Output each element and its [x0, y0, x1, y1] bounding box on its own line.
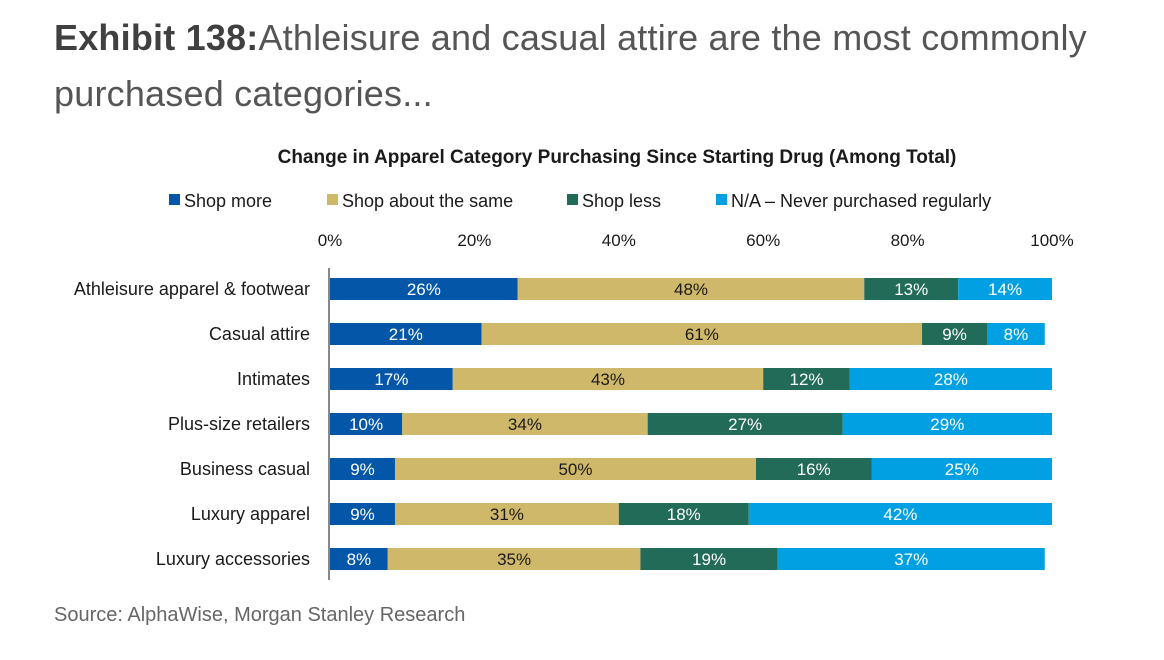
source-note: Source: AlphaWise, Morgan Stanley Resear…: [54, 604, 466, 626]
bar-segment: [330, 548, 388, 570]
category-label: Intimates: [237, 369, 310, 389]
bar-segment: [517, 278, 865, 300]
bar-segment: [394, 458, 756, 480]
bar-segment: [394, 503, 619, 525]
data-label: 9%: [350, 460, 375, 479]
exhibit-title: Athleisure and casual attire are the mos…: [54, 17, 1087, 114]
data-label: 28%: [934, 370, 968, 389]
data-label: 16%: [797, 460, 831, 479]
data-label: 10%: [349, 415, 383, 434]
legend-swatch: [716, 194, 727, 205]
bar-segment: [452, 368, 764, 390]
y-axis-labels: Athleisure apparel & footwear Casual atti…: [74, 279, 310, 569]
legend-swatch: [567, 194, 578, 205]
x-tick-label: 100%: [1030, 231, 1073, 250]
bar-segment: [647, 413, 843, 435]
bar-segment: [748, 503, 1052, 525]
x-tick-label: 60%: [746, 231, 780, 250]
data-label: 14%: [988, 280, 1022, 299]
bar-segment: [755, 458, 872, 480]
data-label: 61%: [685, 325, 719, 344]
bar-segment: [842, 413, 1052, 435]
data-label: 43%: [591, 370, 625, 389]
legend-item: Shop less: [567, 191, 661, 211]
category-label: Casual attire: [209, 324, 310, 344]
bars: 26% 48% 13% 14% 21% 61% 9% 8% 17% 43% 12% 28% 10% 34%…: [330, 278, 1052, 570]
x-tick-label: 80%: [891, 231, 925, 250]
data-label: 9%: [942, 325, 967, 344]
bar-segment: [402, 413, 648, 435]
data-label: 34%: [508, 415, 542, 434]
data-label: 27%: [728, 415, 762, 434]
legend-swatch: [327, 194, 338, 205]
bar-segment: [330, 458, 395, 480]
bar-segment: [330, 413, 403, 435]
data-label: 48%: [674, 280, 708, 299]
category-label: Business casual: [180, 459, 310, 479]
data-label: 31%: [490, 505, 524, 524]
legend-label: Shop more: [184, 191, 272, 211]
data-label: 19%: [692, 550, 726, 569]
data-label: 35%: [497, 550, 531, 569]
bar-segment: [922, 323, 988, 345]
data-label: 17%: [374, 370, 408, 389]
data-label: 42%: [883, 505, 917, 524]
bar-segment: [777, 548, 1045, 570]
legend-label: N/A – Never purchased regularly: [731, 191, 991, 211]
data-label: 8%: [1004, 325, 1029, 344]
x-axis-ticks: 0% 20% 40% 60% 80% 100%: [318, 231, 1074, 250]
bar-segment: [849, 368, 1052, 390]
bar-segment: [763, 368, 850, 390]
bar-segment: [481, 323, 923, 345]
category-label: Plus-size retailers: [168, 414, 310, 434]
legend-swatch: [169, 194, 180, 205]
bar-segment: [330, 278, 518, 300]
data-label: 26%: [407, 280, 441, 299]
data-label: 18%: [667, 505, 701, 524]
legend-item: Shop more: [169, 191, 272, 211]
bar-segment: [640, 548, 778, 570]
data-label: 50%: [558, 460, 592, 479]
data-label: 9%: [350, 505, 375, 524]
category-label: Luxury accessories: [156, 549, 310, 569]
legend-label: Shop less: [582, 191, 661, 211]
chart-title: Change in Apparel Category Purchasing Si…: [278, 147, 957, 168]
category-label: Luxury apparel: [191, 504, 310, 524]
chart-legend: Shop more Shop about the same Shop less N/A…: [169, 191, 991, 211]
bar-segment: [330, 323, 482, 345]
bar-segment: [330, 503, 395, 525]
exhibit-heading: Exhibit 138:Athleisure and casual attire…: [54, 10, 1134, 122]
data-label: 13%: [894, 280, 928, 299]
bar-segment: [618, 503, 749, 525]
bar-segment: [958, 278, 1052, 300]
data-label: 12%: [790, 370, 824, 389]
bar-segment: [330, 368, 453, 390]
x-tick-label: 20%: [457, 231, 491, 250]
data-label: 21%: [389, 325, 423, 344]
legend-item: Shop about the same: [327, 191, 513, 211]
category-label: Athleisure apparel & footwear: [74, 279, 310, 299]
data-label: 29%: [930, 415, 964, 434]
legend-item: N/A – Never purchased regularly: [716, 191, 991, 211]
bar-segment: [864, 278, 959, 300]
x-tick-label: 0%: [318, 231, 343, 250]
x-tick-label: 40%: [602, 231, 636, 250]
data-label: 25%: [945, 460, 979, 479]
bar-segment: [871, 458, 1052, 480]
bar-segment: [387, 548, 641, 570]
exhibit-number: Exhibit 138:: [54, 17, 259, 58]
data-label: 37%: [894, 550, 928, 569]
data-label: 8%: [347, 550, 372, 569]
legend-label: Shop about the same: [342, 191, 513, 211]
bar-segment: [987, 323, 1045, 345]
